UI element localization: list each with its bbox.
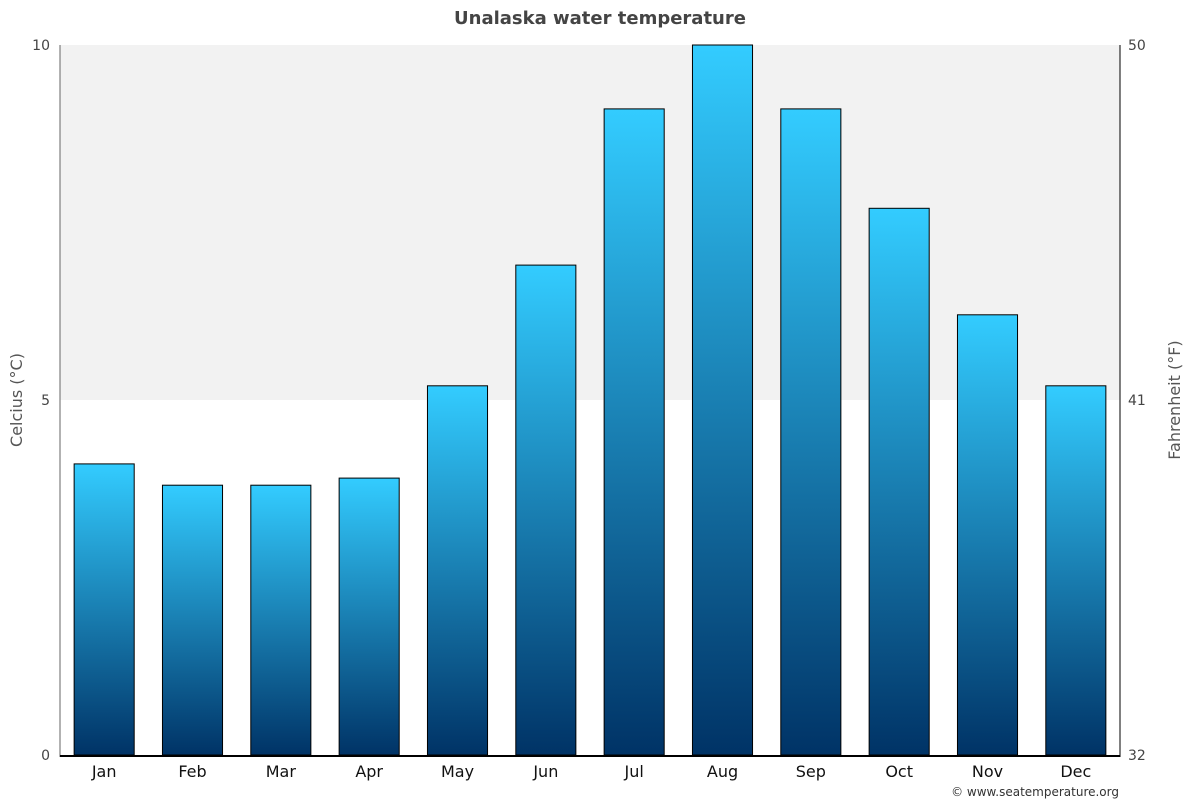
right-y-tick-label: 50 [1128,38,1146,54]
x-tick-label-jul: Jul [624,762,644,781]
bar-jun [515,264,577,756]
bar-mar [250,484,312,756]
right-y-tick-label: 41 [1128,393,1146,409]
x-tick-label-sep: Sep [796,762,826,781]
x-tick-label-nov: Nov [972,762,1003,781]
right-y-tick-label: 32 [1128,748,1146,764]
x-tick-label-aug: Aug [707,762,738,781]
bar-feb [161,484,224,756]
bar-dec [1045,385,1107,756]
y2-axis-title: Fahrenheit (°F) [1165,340,1184,459]
bar-may [426,385,489,756]
bars-group [73,44,1107,756]
right-y-tick-labels: 32 41 50 [1128,38,1146,764]
bar-jul [603,108,665,756]
chart-title: Unalaska water temperature [454,8,746,29]
bar-nov [956,314,1019,756]
left-y-tick-labels: 0 5 10 [32,38,50,764]
bar-oct [868,207,930,756]
x-tick-labels: Jan Feb Mar Apr May Jun Jul Aug Sep Oct Nov Dec [91,762,1091,781]
x-tick-label-oct: Oct [885,762,913,781]
x-tick-label-may: May [441,762,474,781]
x-tick-label-apr: Apr [355,762,383,781]
bar-jan [73,463,135,756]
x-tick-label-dec: Dec [1060,762,1091,781]
bar-sep [780,108,842,756]
x-tick-label-feb: Feb [178,762,206,781]
credit-text: © www.seatemperature.org [951,785,1119,799]
bar-aug [691,44,754,756]
left-y-tick-label: 0 [41,748,50,764]
left-y-tick-label: 5 [41,393,50,409]
x-tick-label-jun: Jun [532,762,558,781]
x-tick-label-jan: Jan [91,762,117,781]
y-axis-title: Celcius (°C) [7,353,26,447]
left-y-tick-label: 10 [32,38,50,54]
shaded-band [60,45,1120,400]
bar-apr [338,477,400,756]
x-tick-label-mar: Mar [266,762,297,781]
